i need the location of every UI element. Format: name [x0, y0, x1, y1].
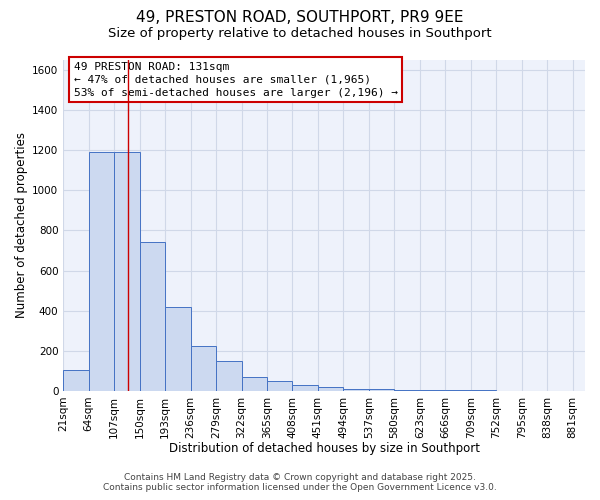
Text: Contains HM Land Registry data © Crown copyright and database right 2025.: Contains HM Land Registry data © Crown c… — [124, 474, 476, 482]
Bar — [267, 381, 292, 391]
Bar — [420, 390, 445, 391]
Bar — [89, 152, 114, 391]
Bar — [63, 370, 89, 391]
Text: Contains public sector information licensed under the Open Government Licence v3: Contains public sector information licen… — [103, 484, 497, 492]
Bar — [292, 385, 318, 391]
Text: 49 PRESTON ROAD: 131sqm
← 47% of detached houses are smaller (1,965)
53% of semi: 49 PRESTON ROAD: 131sqm ← 47% of detache… — [74, 62, 398, 98]
Bar — [343, 389, 369, 391]
Text: Size of property relative to detached houses in Southport: Size of property relative to detached ho… — [108, 28, 492, 40]
Bar — [114, 152, 140, 391]
Text: 49, PRESTON ROAD, SOUTHPORT, PR9 9EE: 49, PRESTON ROAD, SOUTHPORT, PR9 9EE — [136, 10, 464, 25]
Bar — [140, 242, 165, 391]
Bar — [216, 361, 242, 391]
Bar — [191, 346, 216, 391]
Bar — [394, 390, 420, 391]
Bar — [165, 306, 191, 391]
Bar — [445, 390, 471, 391]
Bar — [242, 377, 267, 391]
X-axis label: Distribution of detached houses by size in Southport: Distribution of detached houses by size … — [169, 442, 479, 455]
Y-axis label: Number of detached properties: Number of detached properties — [15, 132, 28, 318]
Bar — [318, 387, 343, 391]
Bar — [369, 390, 394, 391]
